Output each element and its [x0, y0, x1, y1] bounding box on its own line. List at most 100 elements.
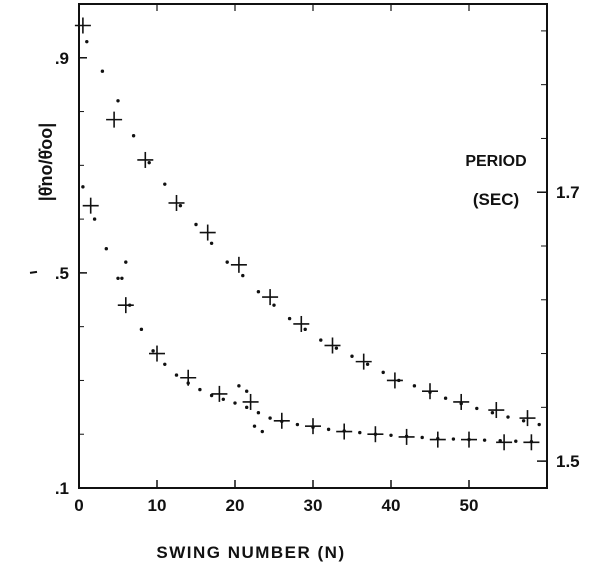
right-axis-label-line1: PERIOD — [465, 153, 526, 170]
x-tick-label: 40 — [382, 496, 401, 515]
lower-trend-dot — [81, 185, 85, 189]
upper-trend-dot — [272, 303, 276, 307]
upper-trend-dot — [537, 422, 541, 427]
right-tick-label: 1.5 — [556, 452, 580, 471]
series-2-plus-marker — [180, 369, 197, 386]
upper-trend-dot — [178, 203, 183, 208]
series-1-plus-marker — [355, 353, 372, 370]
upper-trend-dot — [256, 290, 261, 294]
extra-trend-dot — [245, 389, 249, 393]
series-1-plus-marker — [386, 372, 403, 389]
right-tick-label: 1.7 — [556, 183, 580, 202]
upper-trend-dot — [209, 241, 214, 246]
upper-trend-dot — [131, 134, 136, 138]
extra-trend-dot — [252, 424, 257, 428]
lower-trend-dot — [482, 438, 487, 442]
plot-frame — [78, 3, 548, 489]
upper-trend-dot — [412, 384, 417, 388]
lower-trend-dot — [514, 439, 518, 443]
series-2-plus-marker — [305, 418, 321, 435]
extra-trend-dot — [120, 276, 124, 280]
upper-trend-dot — [443, 396, 448, 400]
series-2-plus-marker — [398, 428, 415, 445]
series-1-plus-marker — [293, 315, 310, 332]
lower-trend-dot — [221, 397, 225, 401]
right-axis-ticks: 1.5 1.7 — [537, 30, 580, 471]
x-tick-label: 50 — [460, 496, 479, 515]
extra-trend-dot — [124, 260, 128, 264]
lower-trend-dot — [420, 435, 424, 440]
upper-trend-dot — [475, 406, 479, 411]
series-2-plus-marker — [242, 393, 259, 410]
series-2-plus-marker — [211, 385, 228, 402]
upper-trend-dot — [319, 338, 323, 342]
series-1-plus-marker — [199, 224, 216, 241]
lower-trend-dot — [151, 349, 155, 353]
upper-trend-dot — [490, 411, 495, 415]
lower-trend-dot — [198, 387, 202, 392]
upper-trend-dot — [241, 273, 245, 278]
lower-trend-dot — [451, 437, 456, 441]
data-markers — [74, 17, 540, 451]
upper-trend-dot — [100, 69, 105, 73]
series-2-plus-marker — [336, 423, 353, 440]
lower-trend-dot — [389, 433, 393, 437]
series-1-plus-marker — [262, 289, 279, 306]
dotted-trend-lines — [81, 39, 541, 444]
upper-trend-dot — [506, 415, 510, 419]
series-1-plus-marker — [168, 194, 185, 211]
series-2-plus-marker — [461, 431, 477, 448]
upper-trend-dot — [521, 419, 526, 423]
y-axis-ticks: .1 .5 .9 — [29, 49, 87, 498]
series-2-plus-marker — [149, 345, 165, 362]
upper-trend-dot — [163, 182, 167, 186]
right-axis-label-line2: (SEC) — [473, 190, 519, 209]
lower-trend-dot — [245, 405, 249, 410]
series-2-plus-marker — [273, 412, 290, 429]
x-tick-label: 10 — [148, 496, 167, 515]
upper-trend-dot — [350, 354, 354, 358]
lower-trend-dot — [104, 246, 109, 251]
lower-trend-dot — [295, 422, 300, 427]
upper-trend-dot — [85, 39, 89, 44]
upper-trend-dot — [287, 316, 292, 321]
x-axis-label: SWING NUMBER (N) — [156, 543, 345, 562]
x-tick-label: 20 — [226, 496, 245, 515]
series-1-plus-marker — [453, 393, 470, 410]
y-tick-label: .9 — [55, 49, 69, 68]
lower-trend-dot — [163, 362, 167, 367]
series-1-plus-marker — [324, 337, 341, 354]
upper-trend-dot — [225, 260, 229, 264]
series-1-plus-marker — [488, 402, 505, 419]
lower-trend-dot — [256, 411, 261, 415]
series-2-plus-marker — [523, 434, 540, 451]
lower-trend-dot — [326, 427, 331, 432]
series-1-plus-marker — [137, 151, 154, 168]
series-1-plus-marker — [106, 111, 123, 128]
lower-trend-dot — [233, 401, 237, 405]
x-tick-label: 30 — [304, 496, 323, 515]
series-1-plus-marker — [74, 17, 91, 34]
upper-trend-dot — [194, 222, 198, 227]
x-axis-ticks: 0 10 20 30 40 50 — [74, 480, 478, 515]
y-tick-label: .5 — [55, 264, 69, 283]
series-2-plus-marker — [82, 197, 99, 214]
top-axis-ticks — [156, 4, 470, 11]
lower-trend-dot — [139, 327, 144, 332]
upper-trend-dot — [147, 160, 151, 165]
upper-trend-dot — [116, 99, 120, 103]
series-1-plus-marker — [519, 410, 536, 427]
upper-trend-dot — [365, 362, 370, 367]
y-axis-label: |θ̇no/θ̇oo| — [36, 123, 56, 202]
lower-trend-dot — [92, 217, 97, 221]
upper-trend-dot — [381, 370, 385, 375]
series-2-plus-marker — [367, 426, 384, 443]
upper-trend-dot — [334, 346, 339, 350]
series-2-plus-marker — [117, 297, 134, 314]
y-tick-label: .1 — [55, 479, 69, 498]
lower-trend-dot — [268, 416, 272, 420]
series-2-plus-marker — [496, 434, 513, 451]
stray-dash — [29, 270, 38, 274]
upper-trend-dot — [303, 327, 307, 332]
